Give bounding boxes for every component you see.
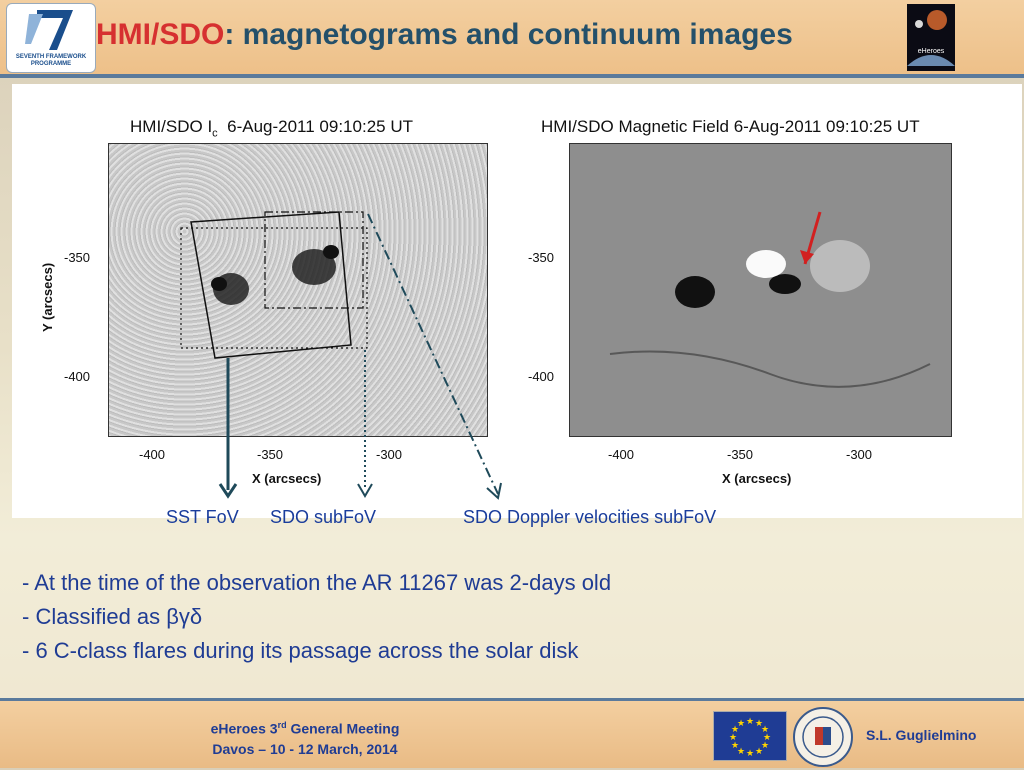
caption-doppler-subfov: SDO Doppler velocities subFoV xyxy=(463,507,717,527)
svg-text:★: ★ xyxy=(731,741,739,751)
meeting-title: eHeroes 3rd General Meeting xyxy=(180,715,430,739)
author-name: S.L. Guglielmino xyxy=(866,727,977,743)
title-rest: : magnetograms and continuum images xyxy=(224,18,793,51)
left-title-sub: c xyxy=(212,127,218,140)
left-title-date: 6-Aug-2011 09:10:25 UT xyxy=(227,117,413,136)
footer-divider xyxy=(0,698,1024,701)
svg-text:★: ★ xyxy=(755,719,763,729)
meeting-prefix: eHeroes 3 xyxy=(210,720,278,737)
bullet-item: - Classified as βγδ xyxy=(22,604,203,629)
bullet-list: - At the time of the observation the AR … xyxy=(22,566,611,668)
page-title: HMI/SDO: magnetograms and continuum imag… xyxy=(96,18,793,52)
svg-text:★: ★ xyxy=(755,747,763,757)
magnetogram-overlay xyxy=(609,211,931,388)
continuum-overlay xyxy=(180,211,368,359)
continuum-image xyxy=(108,143,488,437)
meeting-dates: Davos – 10 - 12 March, 2014 xyxy=(212,740,398,757)
sdo-subfov-box xyxy=(264,211,364,309)
eu-flag-icon: ★ ★ ★ ★ ★ ★ ★ ★ ★ ★ ★ ★ xyxy=(713,711,787,761)
svg-text:★: ★ xyxy=(729,733,737,743)
sst-fov-box xyxy=(190,211,352,359)
left-panel-title: HMI/SDO Ic 6-Aug-2011 09:10:25 UT xyxy=(130,117,413,139)
svg-text:★: ★ xyxy=(746,749,754,759)
hmi-figure: HMI/SDO Ic 6-Aug-2011 09:10:25 UT -350 -… xyxy=(12,84,1022,518)
left-ytick-400: -400 xyxy=(64,369,91,384)
right-xtick-400: -400 xyxy=(608,447,635,462)
svg-text:★: ★ xyxy=(746,717,754,727)
fp7-seven-icon xyxy=(25,10,73,50)
svg-text:★: ★ xyxy=(763,733,771,743)
bullet-item: - 6 C-class flares during its passage ac… xyxy=(22,638,579,663)
header-bar: SEVENTH FRAMEWORK PROGRAMME HMI/SDO: mag… xyxy=(0,0,1024,74)
left-xtick-350: -350 xyxy=(257,447,284,462)
sdo-subfov-arrow-head-icon xyxy=(357,483,373,498)
caption-sdo-subfov: SDO subFoV xyxy=(270,507,377,527)
doppler-arrow-head-icon xyxy=(486,482,502,500)
fp7-logo-text: SEVENTH FRAMEWORK PROGRAMME xyxy=(15,54,87,67)
eheroes-logo-text: eHeroes xyxy=(917,48,945,55)
left-ytick-350: -350 xyxy=(64,250,91,265)
fp7-logo: SEVENTH FRAMEWORK PROGRAMME xyxy=(6,3,96,73)
bullet-item: - At the time of the observation the AR … xyxy=(22,570,612,595)
svg-text:★: ★ xyxy=(737,719,745,729)
svg-text:★: ★ xyxy=(761,725,769,735)
caption-sst-fov: SST FoV xyxy=(166,507,239,527)
left-title-main: HMI/SDO I xyxy=(130,117,213,136)
sdo-doppler-box xyxy=(180,227,368,349)
right-xlabel: X (arcsecs) xyxy=(722,471,792,486)
right-panel-title: HMI/SDO Magnetic Field 6-Aug-2011 09:10:… xyxy=(541,117,920,136)
meeting-sup: rd xyxy=(277,720,287,730)
footer-bar: eHeroes 3rd General Meeting Davos – 10 -… xyxy=(0,701,1024,768)
right-ytick-400: -400 xyxy=(528,369,555,384)
right-xtick-300: -300 xyxy=(846,447,873,462)
svg-text:★: ★ xyxy=(737,747,745,757)
left-xtick-400: -400 xyxy=(139,447,166,462)
sst-arrow-head-icon xyxy=(218,483,238,499)
university-seal-icon xyxy=(793,707,853,767)
left-xtick-300: -300 xyxy=(376,447,403,462)
eheroes-planet-icon xyxy=(907,10,955,66)
left-xlabel: X (arcsecs) xyxy=(252,471,322,486)
magnetogram-image xyxy=(569,143,952,437)
meeting-info: eHeroes 3rd General Meeting Davos – 10 -… xyxy=(180,715,430,759)
meeting-suffix: General Meeting xyxy=(286,720,400,737)
title-accent: HMI/SDO xyxy=(96,18,225,51)
eu-stars: ★ ★★ ★★★ ★★★ ★★★ xyxy=(729,717,771,759)
svg-text:★: ★ xyxy=(731,725,739,735)
red-arrow-head-icon xyxy=(800,250,814,264)
header-divider xyxy=(0,74,1024,78)
eheroes-logo: eHeroes xyxy=(907,4,955,71)
svg-text:★: ★ xyxy=(761,741,769,751)
doppler-arrow xyxy=(367,213,499,495)
seal-graphic xyxy=(802,716,844,758)
right-xtick-350: -350 xyxy=(727,447,754,462)
right-ytick-350: -350 xyxy=(528,250,555,265)
